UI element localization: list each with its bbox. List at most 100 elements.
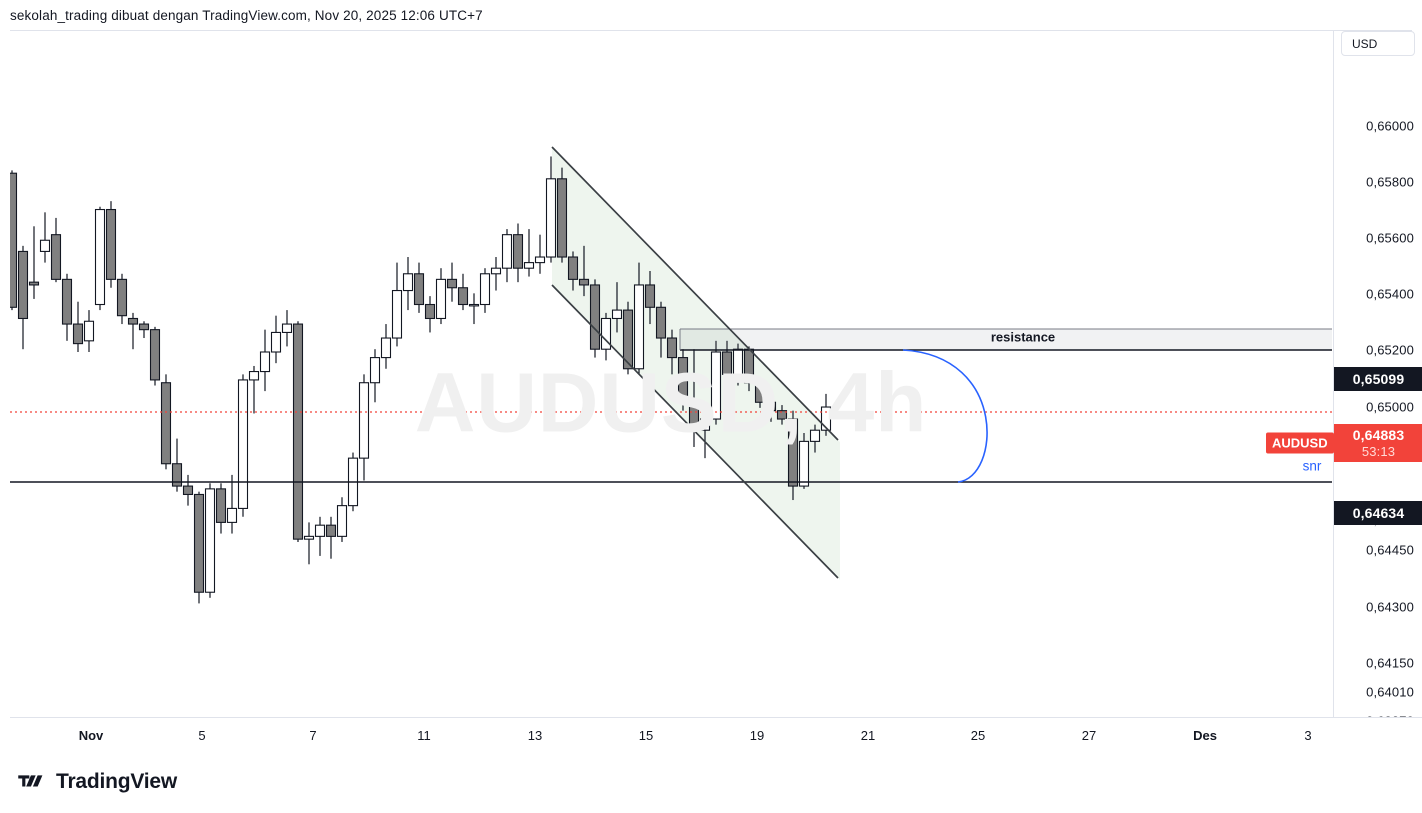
time-axis-label: 13 xyxy=(527,728,543,743)
candle-body xyxy=(644,284,656,308)
price-axis-label: 0,66000 xyxy=(1366,118,1414,134)
price-axis-label: 0,65800 xyxy=(1366,174,1414,190)
time-axis-label: Nov xyxy=(78,728,104,743)
candle-body xyxy=(798,440,810,487)
candle-body xyxy=(28,281,40,286)
candle-body xyxy=(413,273,425,306)
projection-arc[interactable] xyxy=(902,349,988,483)
chart-plot-area[interactable]: AUDUSD, 4h resistance snr xyxy=(10,31,1332,717)
candle-body xyxy=(600,317,612,350)
candle-body xyxy=(182,485,194,496)
candle-body xyxy=(512,234,524,269)
candle-body xyxy=(270,331,282,353)
candle-body xyxy=(215,488,227,523)
time-axis-label: 21 xyxy=(860,728,876,743)
candle-body xyxy=(336,505,348,537)
candle-body xyxy=(226,507,238,523)
candle-body xyxy=(699,418,711,431)
candle-body xyxy=(94,208,106,306)
candle-body xyxy=(83,320,95,342)
candle-body xyxy=(611,309,623,320)
candle-body xyxy=(17,250,29,320)
candle-body xyxy=(589,284,601,350)
candle-body xyxy=(259,351,271,373)
time-axis-label: 3 xyxy=(1304,728,1312,743)
candle-body xyxy=(721,351,733,375)
last-price-tag[interactable]: 0,64883 53:13 xyxy=(1334,424,1422,462)
candle-body xyxy=(237,379,249,509)
candle-body xyxy=(391,289,403,339)
candle-body xyxy=(39,239,51,252)
price-axis-label: 0,64300 xyxy=(1366,599,1414,615)
snr-line-label: snr xyxy=(1302,458,1322,474)
candle-body xyxy=(468,303,480,307)
price-axis-label: 0,64450 xyxy=(1366,542,1414,558)
candle-body xyxy=(402,273,414,292)
candle-body xyxy=(534,256,546,264)
candle-body xyxy=(820,406,832,431)
price-axis-label: 0,65200 xyxy=(1366,342,1414,358)
candle-body xyxy=(127,317,139,325)
candle-body xyxy=(677,357,689,403)
candle-body xyxy=(787,418,799,487)
candle-body xyxy=(545,178,557,258)
candle-body xyxy=(72,323,84,345)
tradingview-logo-icon xyxy=(18,773,47,792)
candle-body xyxy=(754,382,766,403)
price-axis-label: 0,64010 xyxy=(1366,684,1414,700)
candle-body xyxy=(292,323,304,540)
resistance-zone-label: resistance xyxy=(990,329,1056,345)
candle-body xyxy=(61,278,73,325)
candle-body xyxy=(193,493,205,593)
candle-body xyxy=(567,256,579,280)
candle-body xyxy=(633,284,645,370)
candle-body xyxy=(369,357,381,384)
candle-body xyxy=(457,287,469,306)
candle-body xyxy=(358,382,370,459)
tradingview-wordmark: TradingView xyxy=(56,770,178,793)
snr-price-tag[interactable]: 0,64634 xyxy=(1334,501,1422,525)
time-axis-label: 11 xyxy=(417,728,431,743)
channel-upper-line[interactable] xyxy=(551,146,839,441)
resistance-zone[interactable] xyxy=(680,329,1332,350)
bar-countdown: 53:13 xyxy=(1361,444,1396,459)
price-axis-label: 0,64150 xyxy=(1366,655,1414,671)
time-axis[interactable]: Nov 5 7 11 13 15 19 21 25 27 Des 3 xyxy=(10,717,1422,753)
candle-body xyxy=(314,524,326,537)
candle-body xyxy=(622,309,634,370)
candle-body xyxy=(424,303,436,320)
candle-body xyxy=(446,278,458,289)
candle-body xyxy=(105,208,117,280)
candle-body xyxy=(578,278,590,286)
time-axis-label: 7 xyxy=(309,728,317,743)
price-axis[interactable]: 0,66000 0,65800 0,65600 0,65400 0,65200 0,650… xyxy=(1266,31,1422,729)
candle-body xyxy=(501,234,513,269)
candle-body xyxy=(325,524,337,537)
candle-body xyxy=(809,429,821,442)
channel-fill xyxy=(552,147,840,581)
time-axis-label: 25 xyxy=(970,728,986,743)
candle-body xyxy=(710,351,722,420)
time-axis-label: 5 xyxy=(198,728,206,743)
price-axis-label: 0,65000 xyxy=(1366,399,1414,415)
candle-body xyxy=(765,401,777,412)
candle-body xyxy=(160,382,172,465)
candle-body xyxy=(490,267,502,275)
time-axis-label: Des xyxy=(1193,728,1217,743)
time-axis-label: 27 xyxy=(1081,728,1097,743)
resistance-price-tag[interactable]: 0,65099 xyxy=(1334,367,1422,391)
candle-body xyxy=(655,306,667,339)
candle-body xyxy=(138,323,150,331)
chart-header-text: sekolah_trading dibuat dengan TradingVie… xyxy=(10,8,483,23)
chart-canvas xyxy=(10,146,1332,604)
candle-body xyxy=(523,262,535,269)
candle-body xyxy=(116,278,128,317)
currency-unit-button[interactable]: USD xyxy=(1341,31,1415,56)
channel-lower-line[interactable] xyxy=(551,284,839,579)
candle-body xyxy=(10,172,18,308)
candle-body xyxy=(248,370,260,381)
time-axis-label: 19 xyxy=(749,728,765,743)
symbol-tag[interactable]: AUDUSD xyxy=(1266,432,1334,454)
candle-body xyxy=(303,535,315,540)
